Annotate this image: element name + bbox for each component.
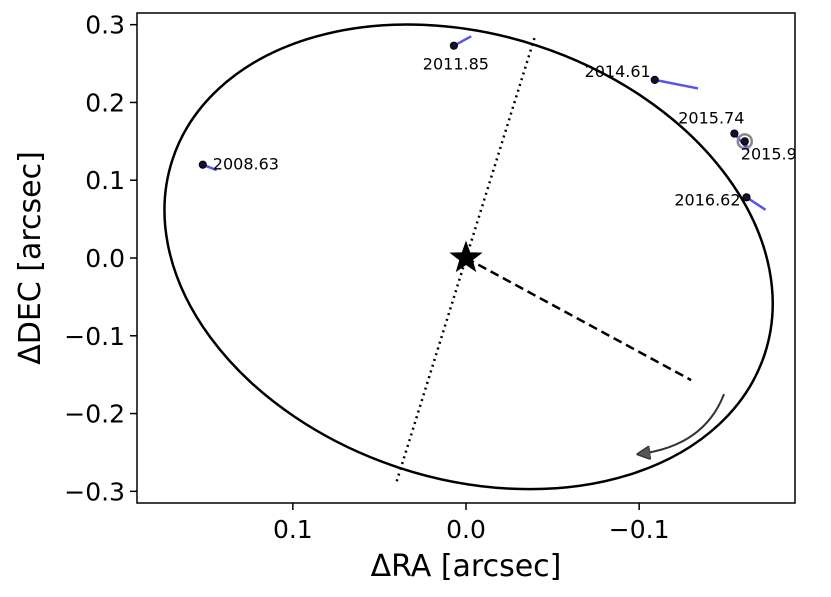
epoch-marker (449, 41, 458, 50)
epoch-marker (198, 160, 207, 169)
epoch-label: 2014.61 (585, 62, 651, 81)
y-tick-label: −0.2 (64, 400, 125, 429)
x-tick-label: 0.1 (273, 515, 313, 544)
plot-area: 2008.63 2011.85 2014.61 2015.74 2015.91 2016.… (163, 23, 807, 491)
epoch-marker (740, 137, 749, 146)
direction-arrow (639, 393, 725, 454)
epoch-marker (730, 129, 739, 138)
star-icon (449, 240, 483, 273)
epoch-label: 2008.63 (213, 155, 279, 174)
x-axis: 0.1 0.0 −0.1 (273, 503, 670, 544)
residual-line (654, 78, 699, 90)
y-tick-label: 0.2 (85, 88, 125, 117)
epoch-label: 2016.62 (674, 190, 740, 209)
epoch-label: 2015.91 (741, 144, 807, 163)
y-tick-label: −0.1 (64, 322, 125, 351)
x-tick-label: 0.0 (446, 515, 486, 544)
y-axis: 0.3 0.2 0.1 0.0 −0.1 −0.2 −0.3 (64, 11, 137, 506)
x-axis-label: ΔRA [arcsec] (371, 549, 562, 584)
epoch-label: 2015.74 (678, 109, 744, 128)
x-tick-label: −0.1 (609, 515, 670, 544)
periastron-line (465, 256, 692, 382)
y-tick-label: 0.1 (85, 166, 125, 195)
epoch-marker (742, 193, 751, 202)
highlight-ring (736, 133, 754, 150)
epoch-marker (650, 75, 659, 84)
epoch-label: 2011.85 (423, 55, 489, 74)
orbit-ellipse (163, 23, 774, 491)
y-tick-label: 0.3 (85, 11, 125, 40)
y-tick-label: −0.3 (64, 477, 125, 506)
y-tick-label: 0.0 (85, 244, 125, 273)
y-axis-label: ΔDEC [arcsec] (13, 151, 48, 365)
